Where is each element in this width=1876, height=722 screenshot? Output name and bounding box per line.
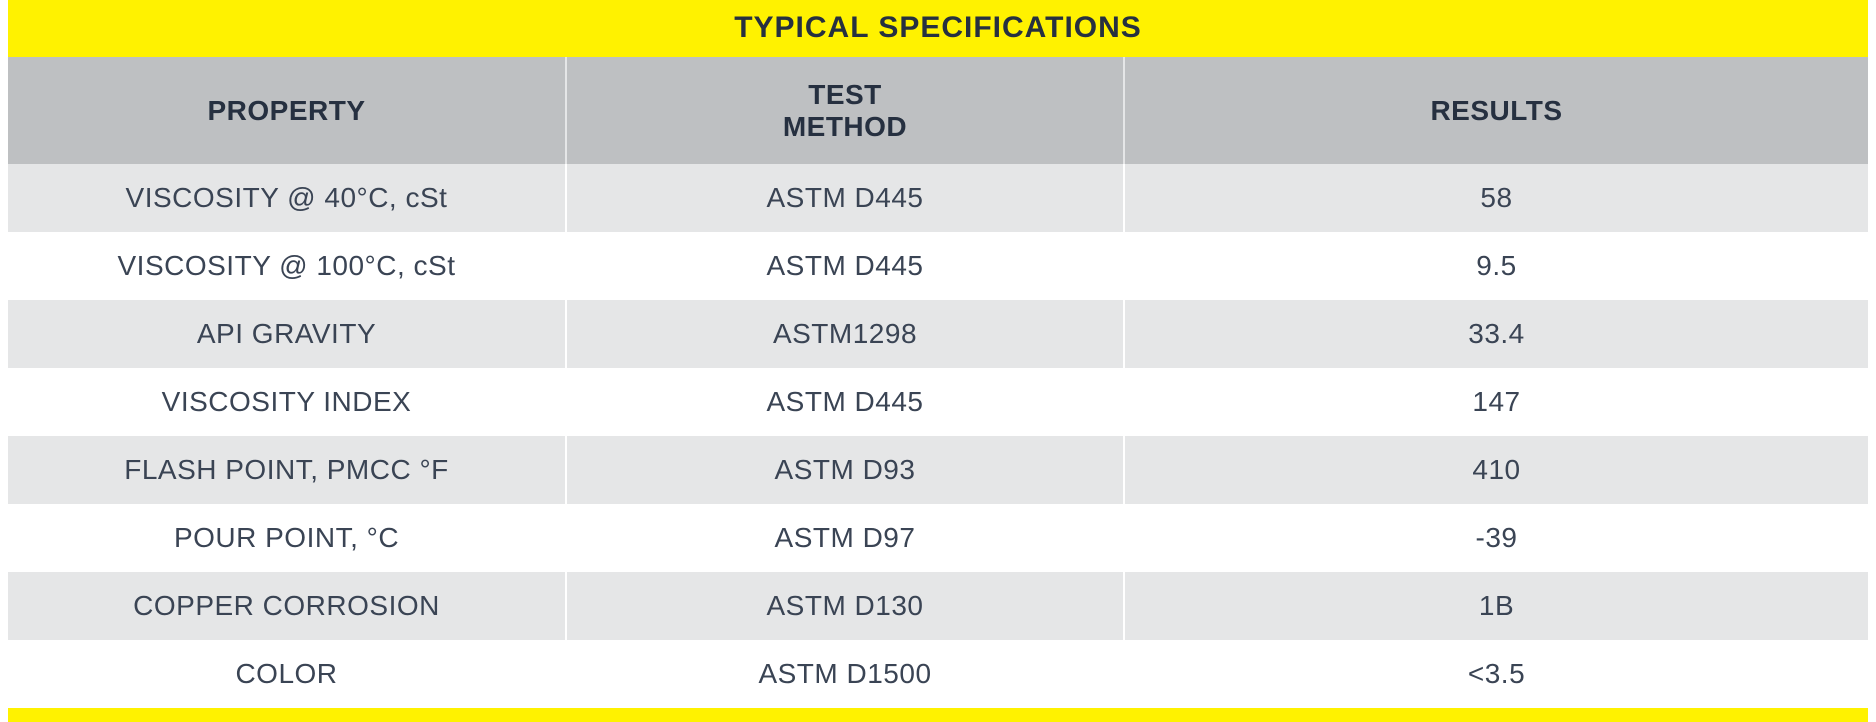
col-header-test-method: TEST METHOD [566,56,1124,164]
table-row: API GRAVITY ASTM1298 33.4 [8,300,1868,368]
cell-result: 33.4 [1124,300,1868,368]
table-row: VISCOSITY @ 40°C, cSt ASTM D445 58 [8,164,1868,232]
specifications-table: TYPICAL SPECIFICATIONS PROPERTY TEST MET… [8,0,1868,722]
cell-result: 58 [1124,164,1868,232]
table-row: VISCOSITY @ 100°C, cSt ASTM D445 9.5 [8,232,1868,300]
table-row: FLASH POINT, PMCC °F ASTM D93 410 [8,436,1868,504]
cell-property: POUR POINT, °C [8,504,566,572]
cell-property: COPPER CORROSION [8,572,566,640]
cell-method: ASTM1298 [566,300,1124,368]
cell-result: 410 [1124,436,1868,504]
cell-method: ASTM D445 [566,368,1124,436]
col-header-results: RESULTS [1124,56,1868,164]
cell-result: 1B [1124,572,1868,640]
cell-result: -39 [1124,504,1868,572]
col-header-property: PROPERTY [8,56,566,164]
cell-property: VISCOSITY INDEX [8,368,566,436]
table-body: TYPICAL SPECIFICATIONS PROPERTY TEST MET… [8,0,1868,722]
cell-method: ASTM D1500 [566,640,1124,708]
cell-method: ASTM D97 [566,504,1124,572]
cell-property: VISCOSITY @ 100°C, cSt [8,232,566,300]
cell-result: <3.5 [1124,640,1868,708]
col-header-test-method-line2: METHOD [567,111,1123,143]
table-title: TYPICAL SPECIFICATIONS [8,0,1868,56]
cell-property: FLASH POINT, PMCC °F [8,436,566,504]
cell-method: ASTM D130 [566,572,1124,640]
table-row: VISCOSITY INDEX ASTM D445 147 [8,368,1868,436]
table-header-row: PROPERTY TEST METHOD RESULTS [8,56,1868,164]
table-row: POUR POINT, °C ASTM D97 -39 [8,504,1868,572]
table-bottom-bar [8,708,1868,722]
cell-property: COLOR [8,640,566,708]
col-header-test-method-line1: TEST [808,79,882,110]
table-row: COPPER CORROSION ASTM D130 1B [8,572,1868,640]
cell-property: VISCOSITY @ 40°C, cSt [8,164,566,232]
cell-result: 147 [1124,368,1868,436]
cell-method: ASTM D445 [566,232,1124,300]
cell-method: ASTM D93 [566,436,1124,504]
cell-property: API GRAVITY [8,300,566,368]
cell-result: 9.5 [1124,232,1868,300]
table-title-row: TYPICAL SPECIFICATIONS [8,0,1868,56]
table-row: COLOR ASTM D1500 <3.5 [8,640,1868,708]
cell-method: ASTM D445 [566,164,1124,232]
